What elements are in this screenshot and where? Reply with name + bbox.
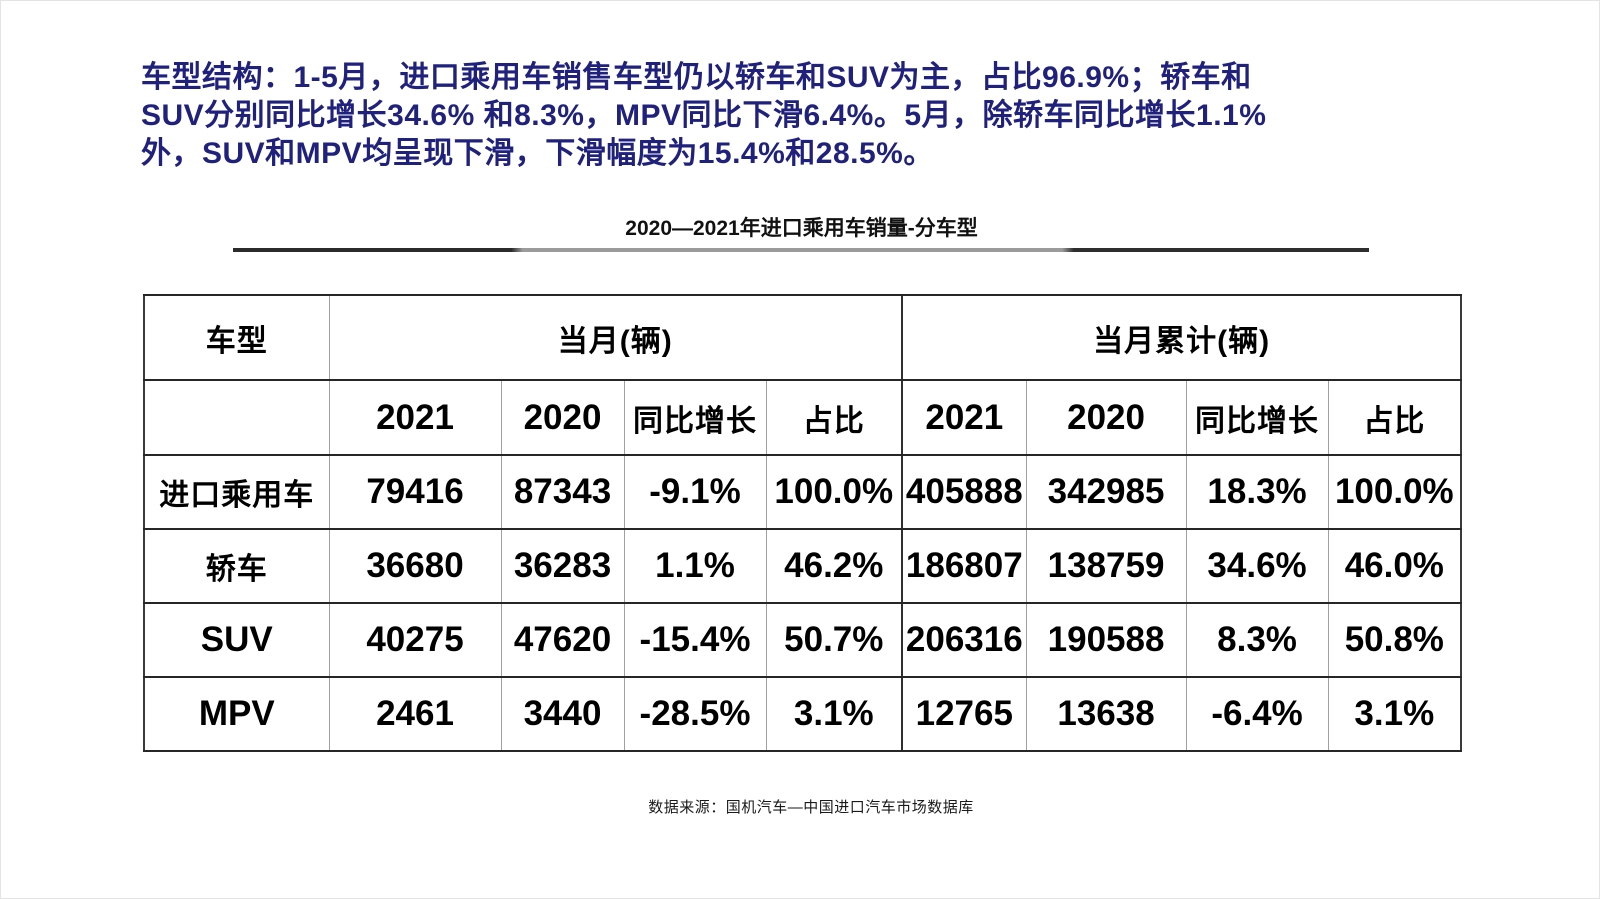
cell-cum-share: 3.1% — [1327, 676, 1462, 752]
subheader-share-cumulative: 占比 — [1327, 379, 1462, 456]
cell-cum-yoy: 8.3% — [1185, 602, 1329, 678]
table-row-sedan: 轿车 36680 36283 1.1% 46.2% 186807 138759 … — [143, 528, 1462, 604]
row-label: SUV — [143, 602, 330, 678]
cell-month-2021: 79416 — [328, 454, 502, 530]
cell-cum-share: 100.0% — [1327, 454, 1462, 530]
subheader-2021-month: 2021 — [328, 379, 502, 456]
subheader-share-month: 占比 — [765, 379, 903, 456]
cell-month-2021: 2461 — [328, 676, 502, 752]
data-source-note: 数据来源：国机汽车—中国进口汽车市场数据库 — [648, 799, 974, 816]
headline-line-3: 外，SUV和MPV均呈现下滑，下滑幅度为15.4%和28.5%。 — [141, 137, 934, 170]
cell-month-yoy: -15.4% — [623, 602, 767, 678]
cell-month-share: 46.2% — [765, 528, 903, 604]
cell-cum-share: 50.8% — [1327, 602, 1462, 678]
cell-month-yoy: 1.1% — [623, 528, 767, 604]
header-row-groups: 车型 当月(辆) 当月累计(辆) — [143, 294, 1462, 381]
cell-month-yoy: -9.1% — [623, 454, 767, 530]
cell-cum-share: 46.0% — [1327, 528, 1462, 604]
table-title: 2020—2021年进口乘用车销量-分车型 — [625, 217, 978, 240]
table-row-mpv: MPV 2461 3440 -28.5% 3.1% 12765 13638 -6… — [143, 676, 1462, 752]
cell-month-2020: 3440 — [500, 676, 625, 752]
cell-month-2021: 36680 — [328, 528, 502, 604]
cell-cum-2020: 138759 — [1025, 528, 1187, 604]
cell-cum-yoy: -6.4% — [1185, 676, 1329, 752]
group-header-current-month: 当月(辆) — [328, 294, 903, 381]
group-header-cumulative: 当月累计(辆) — [901, 294, 1462, 381]
header-row-subcolumns: 2021 2020 同比增长 占比 2021 2020 同比增长 占比 — [143, 379, 1462, 456]
cell-month-share: 50.7% — [765, 602, 903, 678]
cell-cum-2020: 190588 — [1025, 602, 1187, 678]
row-label: 轿车 — [143, 528, 330, 604]
subheader-empty — [143, 379, 330, 456]
cell-cum-2021: 206316 — [901, 602, 1027, 678]
cell-month-share: 100.0% — [765, 454, 903, 530]
cell-month-2020: 47620 — [500, 602, 625, 678]
cell-month-yoy: -28.5% — [623, 676, 767, 752]
cell-cum-2021: 186807 — [901, 528, 1027, 604]
subheader-yoy-cumulative: 同比增长 — [1185, 379, 1329, 456]
headline-line-2: SUV分别同比增长34.6% 和8.3%，MPV同比下滑6.4%。5月，除轿车同… — [141, 99, 1267, 132]
cell-cum-2021: 12765 — [901, 676, 1027, 752]
subheader-yoy-month: 同比增长 — [623, 379, 767, 456]
subheader-2020-month: 2020 — [500, 379, 625, 456]
cell-cum-yoy: 34.6% — [1185, 528, 1329, 604]
sales-table: 车型 当月(辆) 当月累计(辆) 2021 2020 同比增长 占比 2021 … — [143, 294, 1463, 752]
subheader-2020-cumulative: 2020 — [1025, 379, 1187, 456]
headline-line-1: 车型结构：1-5月，进口乘用车销售车型仍以轿车和SUV为主，占比96.9%；轿车… — [141, 61, 1252, 94]
subheader-2021-cumulative: 2021 — [901, 379, 1027, 456]
cell-cum-2021: 405888 — [901, 454, 1027, 530]
cell-cum-yoy: 18.3% — [1185, 454, 1329, 530]
cell-cum-2020: 13638 — [1025, 676, 1187, 752]
row-label: MPV — [143, 676, 330, 752]
title-divider-line — [233, 248, 1369, 252]
cell-month-2020: 36283 — [500, 528, 625, 604]
col-header-vehicle-type: 车型 — [143, 294, 330, 381]
cell-month-share: 3.1% — [765, 676, 903, 752]
table-row-imported-passenger-cars: 进口乘用车 79416 87343 -9.1% 100.0% 405888 34… — [143, 454, 1462, 530]
row-label: 进口乘用车 — [143, 454, 330, 530]
cell-cum-2020: 342985 — [1025, 454, 1187, 530]
table-row-suv: SUV 40275 47620 -15.4% 50.7% 206316 1905… — [143, 602, 1462, 678]
headline-paragraph: 车型结构：1-5月，进口乘用车销售车型仍以轿车和SUV为主，占比96.9%；轿车… — [141, 59, 1521, 173]
cell-month-2020: 87343 — [500, 454, 625, 530]
cell-month-2021: 40275 — [328, 602, 502, 678]
